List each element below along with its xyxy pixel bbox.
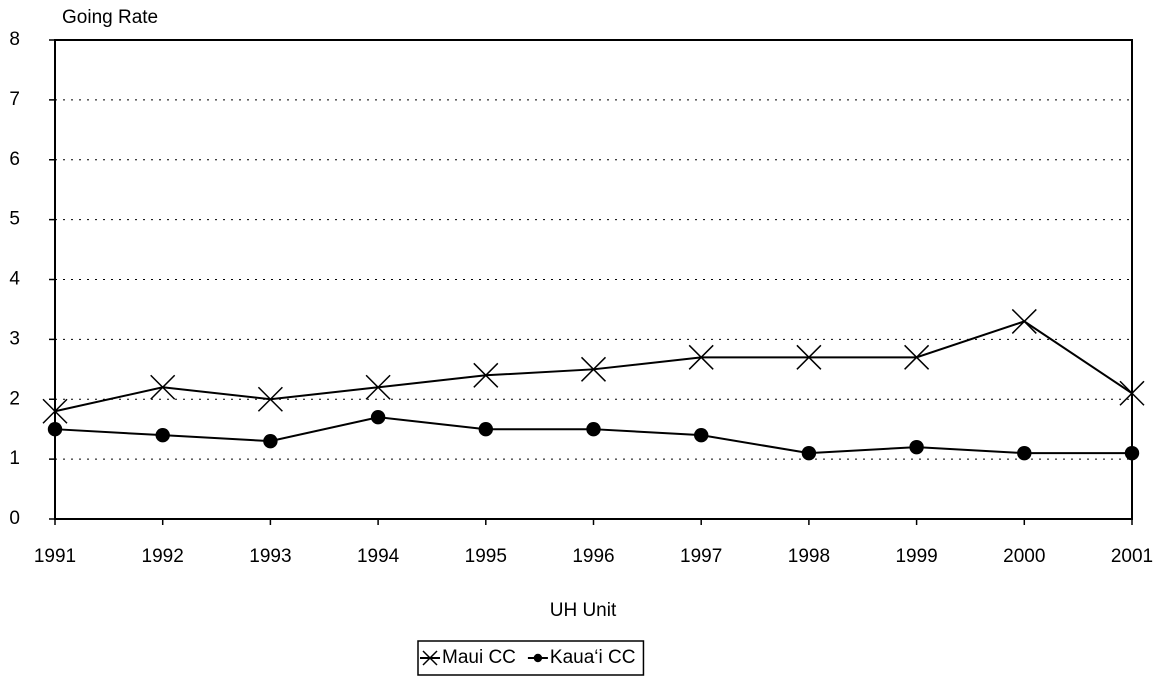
x-tick-label: 1997 xyxy=(680,546,722,567)
legend-label: Kaua‘i CC xyxy=(550,647,636,668)
plot-frame xyxy=(54,39,1133,520)
y-tick-label: 2 xyxy=(9,388,20,409)
marker xyxy=(688,344,714,370)
y-tick-label: 6 xyxy=(9,149,20,170)
marker xyxy=(1011,308,1037,334)
marker xyxy=(580,356,607,382)
y-tick-label: 1 xyxy=(9,448,20,469)
x-tick-label: 1992 xyxy=(142,546,184,567)
x-tick-label: 1994 xyxy=(357,546,400,567)
x-tick-label: 1993 xyxy=(249,546,291,567)
marker xyxy=(263,433,278,449)
x-axis-label: UH Unit xyxy=(550,600,617,621)
y-tick-label: 4 xyxy=(9,269,20,290)
legend-label: Maui CC xyxy=(442,647,516,668)
marker xyxy=(155,427,170,443)
marker xyxy=(150,374,176,400)
marker xyxy=(586,421,601,437)
y-tick-label: 0 xyxy=(9,508,20,529)
marker xyxy=(47,421,63,437)
marker xyxy=(904,344,930,370)
marker xyxy=(422,650,438,666)
marker xyxy=(257,386,283,412)
x-tick-label: 1996 xyxy=(572,546,614,567)
legend: Maui CC Kaua‘i CC xyxy=(417,640,645,676)
y-tick-label: 8 xyxy=(9,29,20,50)
marker xyxy=(909,439,924,455)
marker xyxy=(1124,445,1140,461)
marker xyxy=(365,374,391,400)
y-tick-label: 7 xyxy=(9,89,20,110)
marker xyxy=(1119,380,1145,406)
series-line xyxy=(54,320,1133,413)
marker xyxy=(42,398,68,424)
marker xyxy=(1017,445,1032,461)
y-tick-label: 5 xyxy=(9,209,20,230)
marker xyxy=(796,344,822,370)
y-tick-label: 3 xyxy=(9,328,20,349)
marker xyxy=(801,445,817,461)
x-tick-label: 2000 xyxy=(1003,546,1045,567)
marker xyxy=(473,362,499,388)
marker xyxy=(533,653,543,663)
x-tick-label: 1991 xyxy=(34,546,76,567)
x-tick-label: 1995 xyxy=(465,546,507,567)
x-tick-label: 1998 xyxy=(788,546,830,567)
x-tick-label: 2001 xyxy=(1111,546,1153,567)
marker xyxy=(370,410,386,425)
marker xyxy=(478,421,493,437)
marker xyxy=(694,427,709,443)
y-axis-label: Going Rate xyxy=(62,7,158,28)
x-tick-label: 1999 xyxy=(895,546,937,567)
